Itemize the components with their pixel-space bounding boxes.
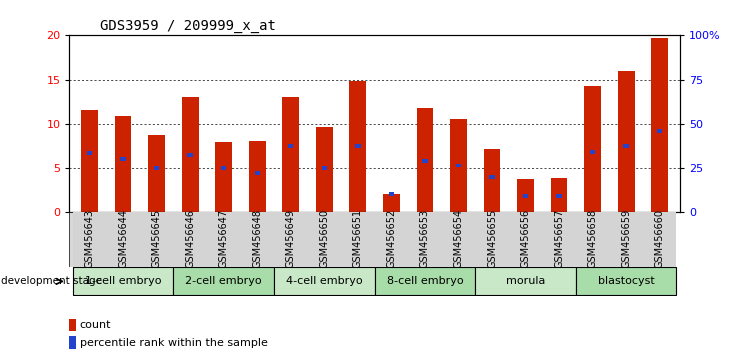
- Bar: [274, 267, 374, 295]
- Bar: [240, 212, 274, 267]
- Bar: [657, 129, 662, 133]
- Bar: [182, 97, 199, 212]
- Text: GSM456648: GSM456648: [252, 209, 262, 268]
- Text: GSM456656: GSM456656: [520, 209, 531, 268]
- Bar: [308, 212, 341, 267]
- Bar: [322, 166, 327, 170]
- Bar: [610, 212, 643, 267]
- Bar: [288, 144, 293, 148]
- Text: GSM456653: GSM456653: [420, 209, 430, 268]
- Bar: [87, 151, 92, 155]
- Bar: [349, 81, 366, 212]
- Bar: [282, 97, 299, 212]
- Text: GSM456658: GSM456658: [588, 209, 598, 268]
- Bar: [523, 194, 529, 199]
- Bar: [442, 212, 475, 267]
- Text: GSM456654: GSM456654: [453, 209, 463, 268]
- Bar: [121, 157, 126, 161]
- Text: 2-cell embryo: 2-cell embryo: [186, 276, 262, 286]
- Bar: [207, 212, 240, 267]
- Bar: [389, 192, 394, 196]
- Text: morula: morula: [506, 276, 545, 286]
- Bar: [475, 267, 576, 295]
- Text: GSM456659: GSM456659: [621, 209, 631, 268]
- Bar: [73, 267, 173, 295]
- Bar: [408, 212, 442, 267]
- Text: GSM456660: GSM456660: [655, 209, 664, 268]
- Bar: [69, 336, 76, 349]
- Text: GDS3959 / 209999_x_at: GDS3959 / 209999_x_at: [100, 19, 276, 33]
- Bar: [651, 38, 668, 212]
- Bar: [254, 171, 260, 175]
- Bar: [450, 120, 467, 212]
- Text: GSM456655: GSM456655: [487, 209, 497, 268]
- Bar: [643, 212, 676, 267]
- Bar: [221, 166, 227, 170]
- Bar: [576, 212, 610, 267]
- Bar: [590, 150, 595, 154]
- Bar: [374, 212, 408, 267]
- Text: GSM456651: GSM456651: [353, 209, 363, 268]
- Text: GSM456652: GSM456652: [387, 209, 396, 268]
- Text: GSM456650: GSM456650: [319, 209, 330, 268]
- Text: count: count: [80, 320, 111, 330]
- Bar: [374, 267, 475, 295]
- Bar: [187, 153, 193, 157]
- Text: percentile rank within the sample: percentile rank within the sample: [80, 338, 268, 348]
- Text: 1-cell embryo: 1-cell embryo: [85, 276, 162, 286]
- Bar: [509, 212, 542, 267]
- Text: 8-cell embryo: 8-cell embryo: [387, 276, 463, 286]
- Text: 4-cell embryo: 4-cell embryo: [286, 276, 363, 286]
- Bar: [489, 175, 495, 179]
- Text: GSM456647: GSM456647: [219, 209, 229, 268]
- Bar: [383, 194, 400, 212]
- Bar: [355, 144, 360, 148]
- Bar: [69, 319, 76, 331]
- Bar: [73, 212, 106, 267]
- Text: GSM456643: GSM456643: [85, 209, 94, 268]
- Bar: [173, 212, 207, 267]
- Bar: [423, 159, 428, 163]
- Bar: [456, 164, 461, 167]
- Bar: [341, 212, 374, 267]
- Bar: [542, 212, 576, 267]
- Text: GSM456657: GSM456657: [554, 209, 564, 268]
- Bar: [249, 141, 265, 212]
- Text: GSM456644: GSM456644: [118, 209, 128, 268]
- Bar: [556, 194, 562, 199]
- Text: development stage: development stage: [1, 276, 102, 286]
- Bar: [550, 178, 567, 212]
- Text: blastocyst: blastocyst: [598, 276, 654, 286]
- Bar: [106, 212, 140, 267]
- Bar: [624, 144, 629, 148]
- Bar: [618, 71, 635, 212]
- Bar: [216, 142, 232, 212]
- Bar: [140, 212, 173, 267]
- Text: GSM456649: GSM456649: [286, 209, 296, 268]
- Bar: [484, 149, 501, 212]
- Bar: [417, 108, 433, 212]
- Bar: [81, 110, 98, 212]
- Bar: [584, 86, 601, 212]
- Bar: [173, 267, 274, 295]
- Bar: [475, 212, 509, 267]
- Text: GSM456645: GSM456645: [151, 209, 162, 268]
- Bar: [274, 212, 308, 267]
- Bar: [316, 127, 333, 212]
- Bar: [576, 267, 676, 295]
- Text: GSM456646: GSM456646: [185, 209, 195, 268]
- Bar: [517, 179, 534, 212]
- Bar: [115, 116, 132, 212]
- Bar: [148, 135, 165, 212]
- Bar: [154, 166, 159, 170]
